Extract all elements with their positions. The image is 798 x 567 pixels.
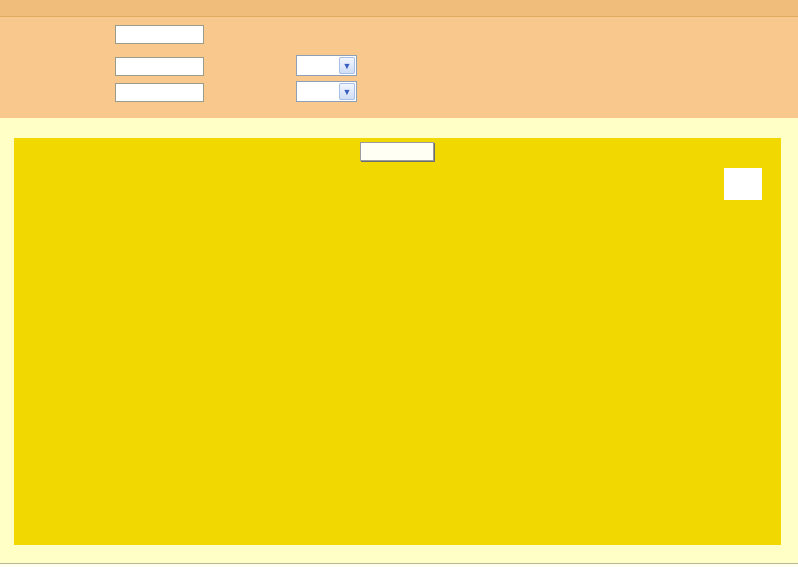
- window-titlebar: [0, 0, 798, 17]
- control-panel: ▼ ▼: [0, 0, 798, 118]
- field-size-dropdown-button[interactable]: ▼: [339, 57, 355, 74]
- chevron-down-icon: ▼: [342, 87, 352, 97]
- color-map-type-dropdown-button[interactable]: ▼: [339, 83, 355, 100]
- flow-field-plot: [14, 138, 781, 545]
- cp-color-legend: [724, 168, 762, 200]
- bottom-divider: [0, 563, 798, 564]
- chevron-down-icon: ▼: [342, 61, 352, 71]
- bottom-strip: [0, 564, 798, 567]
- steps-x-input[interactable]: [115, 57, 204, 76]
- angle-of-attack-input[interactable]: [115, 25, 204, 44]
- plot-title: [360, 142, 434, 161]
- legend-title: [724, 168, 762, 200]
- field-size-dropdown[interactable]: ▼: [296, 55, 357, 76]
- steps-y-input[interactable]: [115, 83, 204, 102]
- color-map-type-dropdown[interactable]: ▼: [296, 81, 357, 102]
